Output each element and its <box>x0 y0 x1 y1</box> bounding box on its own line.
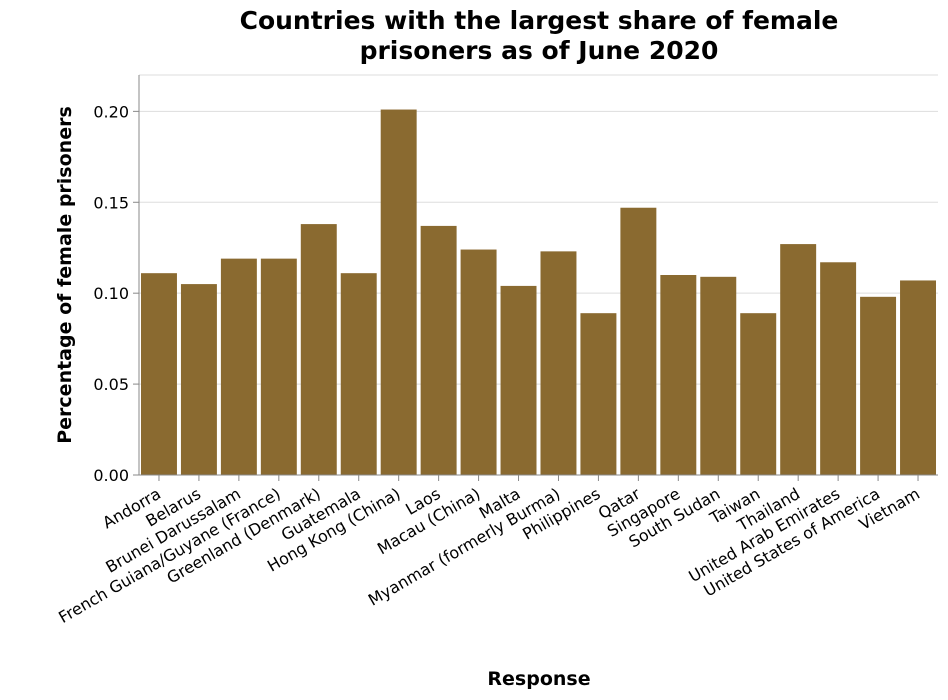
bar <box>900 280 937 475</box>
bar <box>700 276 737 475</box>
x-axis-title: Response <box>487 668 590 690</box>
bar <box>180 284 217 475</box>
chart-title-line-2: prisoners as of June 2020 <box>360 36 719 65</box>
y-tick-label: 0.15 <box>93 193 129 212</box>
y-tick-label: 0.00 <box>93 466 129 485</box>
bar <box>460 249 497 475</box>
bar <box>660 275 697 475</box>
y-axis: 0.00 0.05 0.10 0.15 0.20 <box>93 75 140 485</box>
bar <box>740 313 777 475</box>
y-tick-label: 0.10 <box>93 284 129 303</box>
bar <box>300 224 337 475</box>
y-axis-title: Percentage of female prisoners <box>54 106 76 444</box>
gridlines <box>139 74 938 385</box>
bar <box>420 225 457 475</box>
bar <box>140 273 177 475</box>
bar <box>860 296 897 475</box>
bar <box>380 109 417 475</box>
bars <box>140 109 937 475</box>
bar <box>540 251 577 475</box>
bar <box>580 313 617 475</box>
chart-title-line-1: Countries with the largest share of fema… <box>240 6 839 35</box>
y-tick-label: 0.20 <box>93 102 129 121</box>
y-tick-label: 0.05 <box>93 375 129 394</box>
bar <box>500 285 537 475</box>
bar <box>780 244 817 475</box>
bar <box>820 262 857 475</box>
bar <box>620 207 657 475</box>
bar <box>340 273 377 475</box>
bar <box>220 258 257 475</box>
bar <box>260 258 297 475</box>
